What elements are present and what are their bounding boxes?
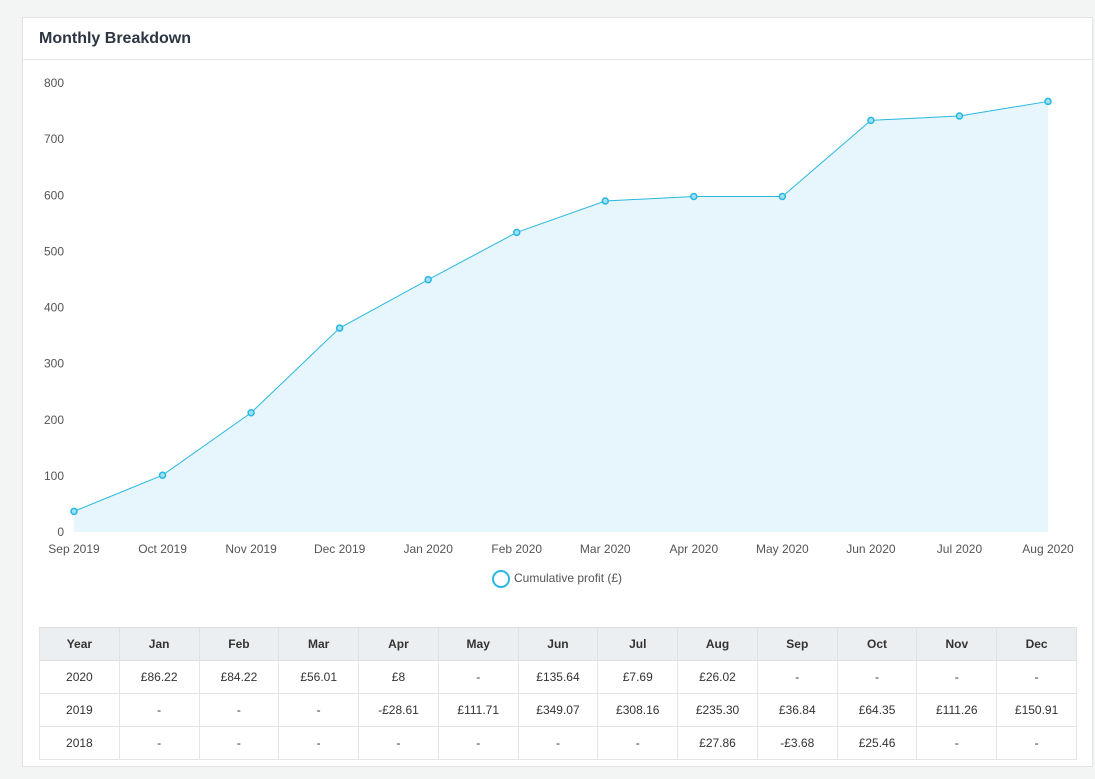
month-value-cell: £150.91 (996, 693, 1077, 727)
month-value-cell: £86.22 (118, 660, 200, 694)
column-header: Aug (677, 627, 758, 661)
month-value-cell: - (118, 726, 200, 760)
panel-title: Monthly Breakdown (39, 29, 192, 47)
month-value-cell: - (996, 660, 1077, 694)
month-value-cell: £135.64 (517, 660, 599, 694)
column-header: Jan (118, 627, 200, 661)
data-point (867, 116, 875, 125)
x-tick-label: Feb 2020 (491, 542, 542, 556)
column-header: Sep (756, 627, 838, 661)
month-value-cell: £7.69 (597, 660, 679, 694)
data-point (335, 324, 344, 332)
month-value-cell: - (916, 660, 998, 694)
column-header: Nov (916, 627, 998, 661)
table-header-row: Year Jan Feb Mar Apr May Jun Jul Aug Sep Oct Nov Dec (39, 627, 1077, 661)
x-tick-label: Jan 2020 (403, 542, 453, 556)
y-tick-label: 800 (44, 76, 64, 90)
month-value-cell: - (118, 693, 200, 727)
month-value-cell: £27.86 (677, 726, 758, 760)
month-value-cell: £111.26 (916, 693, 998, 727)
year-cell: 2020 (39, 660, 120, 694)
month-value-cell: - (278, 693, 360, 727)
month-value-cell: £349.07 (517, 693, 599, 727)
table-row: 2019- - - -£28.61 £111.71 £349.07 £308.16 £235.… (39, 693, 1077, 727)
y-tick-label: 0 (57, 525, 64, 539)
column-header: Jul (597, 627, 679, 661)
data-point (1044, 97, 1052, 106)
y-tick-label: 400 (44, 301, 64, 315)
month-value-cell: £235.30 (677, 693, 758, 727)
data-point (158, 471, 167, 479)
data-point (424, 275, 432, 284)
data-point (70, 507, 78, 516)
month-value-cell: £26.02 (677, 660, 758, 694)
data-point (601, 197, 610, 205)
x-tick-label: Jul 2020 (937, 542, 983, 556)
month-value-cell: - (916, 726, 998, 760)
x-tick-label: Jun 2020 (846, 542, 896, 556)
column-header: Year (39, 627, 120, 661)
x-tick-label: Dec 2019 (314, 542, 366, 556)
column-header: Mar (278, 627, 360, 661)
month-value-cell: £8 (358, 660, 439, 694)
month-value-cell: - (756, 660, 838, 694)
x-tick-label: Aug 2020 (1022, 542, 1074, 556)
legend-label: Cumulative profit (£) (514, 571, 622, 585)
month-value-cell: - (198, 726, 280, 760)
x-tick-label: Oct 2019 (138, 542, 187, 556)
month-value-cell: - (198, 693, 280, 727)
month-value-cell: - (517, 726, 599, 760)
y-tick-label: 200 (44, 413, 64, 427)
x-tick-label: May 2020 (756, 542, 809, 556)
panel-header: Monthly Breakdown (23, 18, 1092, 60)
month-value-cell: - (278, 726, 360, 760)
x-tick-label: Sep 2019 (48, 542, 100, 556)
month-value-cell: - (836, 660, 918, 694)
column-header: Feb (198, 627, 280, 661)
month-value-cell: £308.16 (597, 693, 679, 727)
cumulative-profit-chart: 0 100 200 300 400 500 600 700 800 Sep 2019 Oct 201… (44, 76, 1074, 588)
series-area (74, 101, 1048, 532)
y-tick-label: 600 (44, 188, 64, 202)
month-value-cell: - (437, 660, 519, 694)
month-value-cell: £56.01 (278, 660, 360, 694)
monthly-breakdown-table: Year Jan Feb Mar Apr May Jun Jul Aug Sep Oct Nov Dec… (39, 627, 1077, 760)
month-value-cell: £84.22 (198, 660, 280, 694)
column-header: Jun (517, 627, 599, 661)
month-value-cell: - (996, 726, 1077, 760)
data-point (247, 409, 255, 417)
month-value-cell: -£3.68 (756, 726, 838, 760)
month-value-cell: £111.71 (437, 693, 519, 727)
x-tick-label: Mar 2020 (580, 542, 631, 556)
month-value-cell: - (358, 726, 439, 760)
data-point (778, 192, 787, 201)
table-row: 2020 £86.22 £84.22 £56.01 £8- £135.64 £7.69 £26… (39, 660, 1077, 694)
legend-marker (492, 570, 510, 588)
month-value-cell: £36.84 (756, 693, 838, 727)
y-tick-label: 300 (44, 357, 64, 371)
column-header: May (437, 627, 519, 661)
data-point (690, 192, 698, 201)
x-tick-label: Apr 2020 (669, 542, 718, 556)
month-value-cell: £25.46 (836, 726, 918, 760)
year-cell: 2019 (39, 693, 120, 727)
y-tick-label: 700 (44, 132, 64, 146)
month-value-cell: £64.35 (836, 693, 918, 727)
column-header: Oct (836, 627, 918, 661)
month-value-cell: - (437, 726, 519, 760)
table-row: 2018- - - - - - - £27.86 -£3.68 £25.46- - (39, 726, 1077, 760)
column-header: Dec (996, 627, 1077, 661)
series-line (73, 100, 1049, 512)
month-value-cell: - (597, 726, 679, 760)
data-point (512, 228, 521, 237)
y-tick-label: 500 (44, 244, 64, 258)
column-header: Apr (358, 627, 439, 661)
x-tick-label: Nov 2019 (225, 542, 277, 556)
month-value-cell: -£28.61 (358, 693, 439, 727)
data-point (955, 112, 964, 120)
year-cell: 2018 (39, 726, 120, 760)
y-tick-label: 100 (44, 469, 64, 483)
